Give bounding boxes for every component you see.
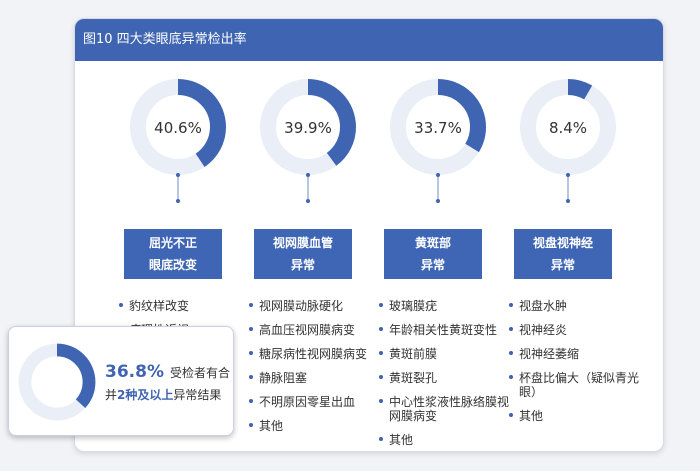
- summary-percent: 36.8%: [105, 362, 164, 382]
- category-label: 屈光不正 眼底改变: [124, 229, 222, 279]
- summary-text: 36.8% 受检者有合 并2种及以上异常结果: [105, 361, 230, 406]
- condition-item: 视盘水肿: [505, 295, 645, 319]
- condition-item: 玻璃膜疣: [375, 295, 515, 319]
- donut-slice: [18, 343, 96, 421]
- category-label-line: 黄斑部: [414, 236, 451, 250]
- donut-chart: 40.6%: [130, 79, 226, 175]
- condition-item: 静脉阻塞: [245, 367, 385, 391]
- category-label-line: 眼底改变: [148, 258, 197, 272]
- donut-chart: 8.4%: [520, 79, 616, 175]
- donut-value-label: 33.7%: [414, 119, 462, 137]
- donut-slice: [520, 79, 616, 175]
- condition-item: 黄斑前膜: [375, 343, 515, 367]
- condition-list: 视盘水肿 视神经炎 视神经萎缩 杯盘比偏大（疑似青光眼） 其他: [505, 295, 645, 429]
- summary-donut: [18, 343, 96, 421]
- category-label-line: 屈光不正: [148, 236, 197, 250]
- category-label-line: 视网膜血管: [272, 236, 333, 250]
- condition-item: 视神经萎缩: [505, 343, 645, 367]
- donut-chart: 39.9%: [260, 79, 356, 175]
- donut-value-label: 8.4%: [549, 119, 587, 137]
- category-label-line: 异常: [420, 258, 445, 272]
- summary-line2-pre: 并: [105, 388, 118, 402]
- condition-list: 视网膜动脉硬化 高血压视网膜病变 糖尿病性视网膜病变 静脉阻塞 不明原因零星出血 其他: [245, 295, 385, 439]
- donut-slice: [260, 79, 356, 175]
- condition-item: 其他: [375, 429, 515, 451]
- connector: [436, 169, 440, 213]
- category-label-line: 视盘视神经: [532, 236, 593, 250]
- donut-value-label: 39.9%: [284, 119, 332, 137]
- condition-item: 不明原因零星出血: [245, 391, 385, 415]
- condition-item: 豹纹样改变: [115, 295, 255, 319]
- category-label: 黄斑部 异常: [384, 229, 482, 279]
- connector: [176, 169, 180, 213]
- summary-highlight: 2种及以上: [117, 388, 174, 402]
- chart-title: 图10 四大类眼底异常检出率: [75, 19, 663, 61]
- summary-card: 36.8% 受检者有合 并2种及以上异常结果: [8, 326, 234, 436]
- category-label: 视盘视神经 异常: [514, 229, 612, 279]
- category-label-line: 异常: [550, 258, 575, 272]
- donut-value-label: 40.6%: [154, 119, 202, 137]
- donut-slice: [390, 79, 486, 175]
- connector: [306, 169, 310, 213]
- category-label: 视网膜血管 异常: [254, 229, 352, 279]
- condition-item: 中心性浆液性脉络膜视网膜病变: [375, 391, 515, 429]
- condition-item: 高血压视网膜病变: [245, 319, 385, 343]
- condition-item: 杯盘比偏大（疑似青光眼）: [505, 367, 645, 405]
- condition-item: 其他: [505, 405, 645, 429]
- condition-item: 视神经炎: [505, 319, 645, 343]
- summary-line1: 受检者有合: [169, 366, 230, 380]
- category-label-line: 异常: [290, 258, 315, 272]
- connector: [566, 169, 570, 213]
- condition-item: 其他: [245, 415, 385, 439]
- summary-line2-post: 异常结果: [173, 388, 222, 402]
- condition-list: 玻璃膜疣 年龄相关性黄斑变性 黄斑前膜 黄斑裂孔 中心性浆液性脉络膜视网膜病变 其他: [375, 295, 515, 451]
- condition-item: 黄斑裂孔: [375, 367, 515, 391]
- condition-item: 视网膜动脉硬化: [245, 295, 385, 319]
- donut-chart: 33.7%: [390, 79, 486, 175]
- condition-item: 糖尿病性视网膜病变: [245, 343, 385, 367]
- donut-slice: [130, 79, 226, 175]
- condition-item: 年龄相关性黄斑变性: [375, 319, 515, 343]
